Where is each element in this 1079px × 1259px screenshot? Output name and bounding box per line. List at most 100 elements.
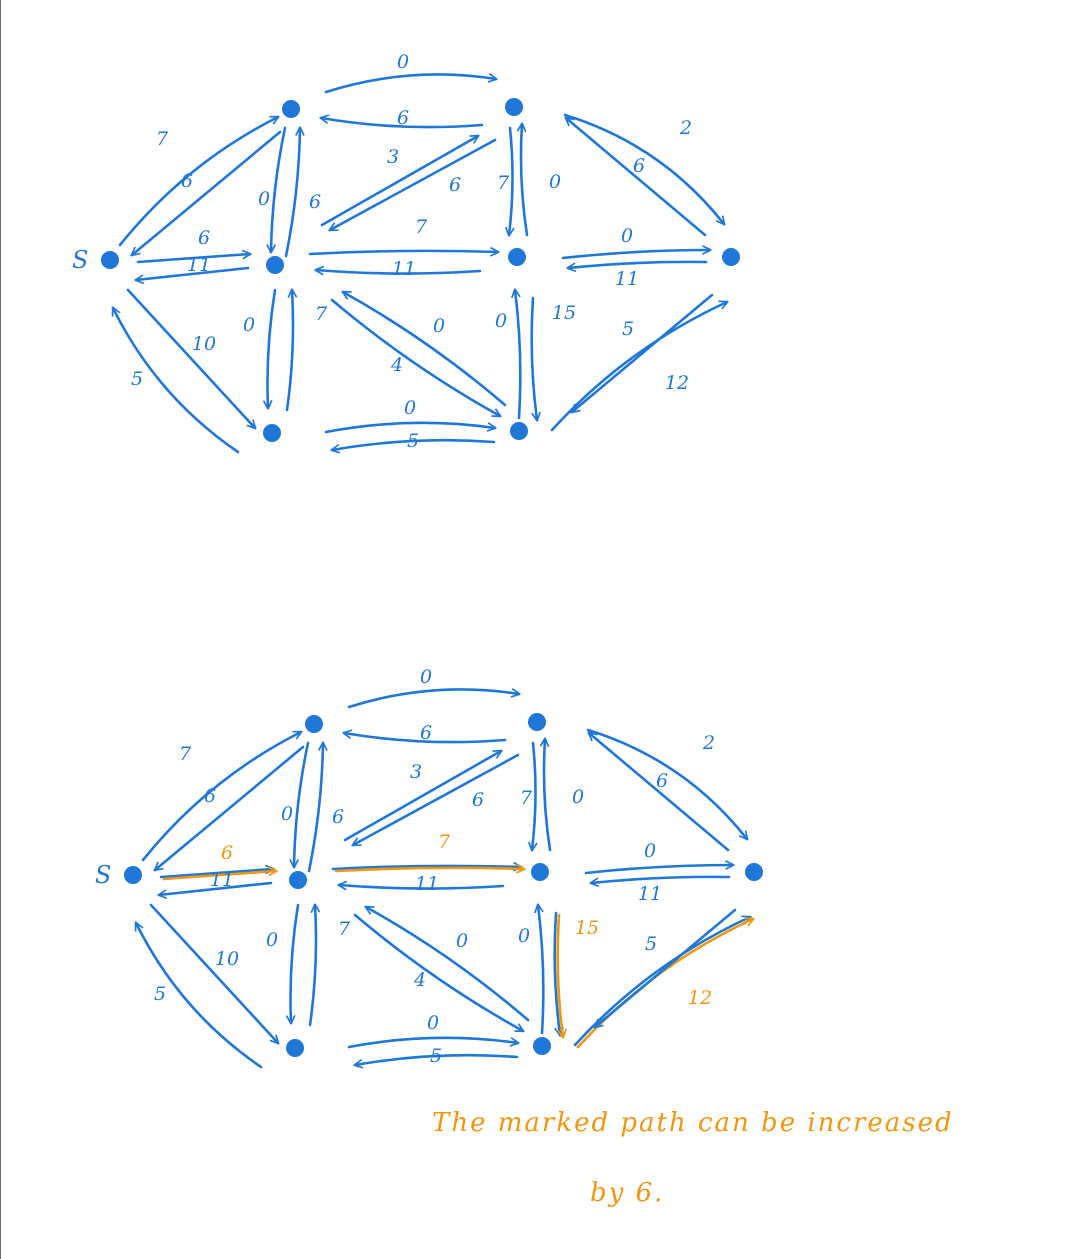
bottom-edge-c-f-fwd	[347, 1036, 518, 1049]
top-label-d-t-fwd: 2	[679, 117, 692, 139]
bottom-label-s-a-back: 6	[204, 785, 216, 807]
bottom-label-d-e-fwd: 0	[572, 786, 584, 808]
top-label-s-b-fwd: 6	[198, 227, 210, 249]
top-label-s-c-back: 5	[131, 368, 143, 390]
top-label-b-d-back: 6	[449, 174, 461, 196]
bottom-node-f	[533, 1037, 551, 1055]
top-label-e-t-fwd: 0	[621, 225, 633, 247]
bottom-node-a	[305, 715, 323, 733]
bottom-label-f-b-fwd: 0	[456, 930, 468, 952]
top-edge-e-t-back	[568, 260, 708, 268]
bottom-label-e-f-fwd: 15	[575, 917, 599, 939]
bottom-label-f-t-back: 5	[645, 933, 657, 955]
top-edge-d-t-back	[566, 118, 707, 237]
top-label-a-b-fwd: 0	[258, 188, 270, 210]
bottom-label-b-e-fwd: 7	[438, 831, 451, 853]
top-label-a-d-back: 6	[397, 107, 409, 129]
bottom-node-t	[745, 863, 763, 881]
bottom-edge-f-b-fwd	[366, 907, 530, 1022]
top-node-f	[510, 422, 528, 440]
top-label-b-c-back: 7	[315, 303, 328, 325]
top-label-f-b-back: 4	[390, 354, 403, 376]
bottom-label-b-c-back: 7	[338, 918, 351, 940]
top-edge-s-b-back	[136, 266, 250, 280]
bottom-label-a-d-fwd: 0	[420, 666, 432, 688]
bottom-marked-edge-f-t-fwd	[576, 919, 753, 1049]
top-edge-s-c-back	[111, 308, 240, 454]
page-left-border	[0, 0, 1, 1259]
bottom-edge-d-e-back	[544, 739, 552, 852]
top-label-d-t-back: 6	[633, 155, 645, 177]
bottom-label-s-c-back: 5	[154, 983, 166, 1005]
bottom-edge-a-b-back	[307, 743, 323, 873]
top-edge-a-d-back	[321, 118, 484, 129]
top-label-f-t-fwd: 12	[665, 372, 689, 394]
top-edge-f-b-fwd	[343, 292, 507, 407]
bottom-label-c-f-back: 5	[430, 1045, 442, 1067]
bottom-marked-edge-b-e-fwd	[334, 868, 524, 871]
top-node-s	[101, 251, 119, 269]
bottom-edge-e-t-fwd	[584, 865, 733, 875]
top-edge-c-f-fwd	[324, 421, 495, 434]
bottom-edge-s-a-fwd	[141, 730, 301, 862]
top-label-b-e-fwd: 7	[415, 216, 428, 238]
bottom-edge-b-d-fwd	[343, 751, 501, 842]
bottom-label-e-t-back: 11	[638, 883, 662, 905]
bottom-label-s-c-fwd: 10	[215, 948, 239, 970]
top-label-c-f-back: 5	[407, 430, 419, 452]
top-label-d-e-back: 7	[497, 172, 510, 194]
bottom-edge-f-b-back	[353, 913, 523, 1031]
top-edge-d-t-fwd	[563, 113, 724, 224]
top-node-e	[508, 248, 526, 266]
top-edge-c-f-back	[332, 438, 496, 450]
bottom-label-b-d-fwd: 3	[410, 761, 422, 783]
top-label-b-c-fwd: 0	[243, 314, 255, 336]
bottom-edge-b-c-back	[308, 905, 316, 1027]
bottom-node-d	[528, 713, 546, 731]
bottom-marked-edge-s-b-fwd	[162, 871, 276, 881]
bottom-label-s-b-back: 11	[210, 869, 234, 891]
bottom-edge-s-c-fwd	[149, 903, 278, 1043]
bottom-label-s-b-fwd: 6	[221, 842, 233, 864]
top-node-a	[282, 100, 300, 118]
top-label-e-f-fwd: 15	[552, 302, 576, 324]
top-edge-s-a-fwd	[118, 115, 278, 247]
bottom-edge-d-t-fwd	[586, 728, 747, 839]
top-label-f-b-fwd: 0	[433, 315, 445, 337]
bottom-edge-s-a-back	[155, 745, 305, 870]
top-edge-f-b-back	[330, 298, 500, 416]
top-label-a-b-back: 6	[309, 191, 321, 213]
bottom-edge-f-t-fwd	[573, 917, 750, 1047]
top-edge-f-t-fwd	[550, 302, 727, 432]
top-label-e-t-back: 11	[615, 268, 639, 290]
top-label-a-d-fwd: 0	[397, 51, 409, 73]
top-edge-d-e-back	[521, 124, 529, 237]
top-edge-b-d-fwd	[320, 136, 478, 227]
note-line-2: by 6.	[590, 1178, 665, 1208]
bottom-label-s-a-fwd: 7	[179, 743, 192, 765]
top-label-s-b-back: 11	[187, 254, 211, 276]
bottom-edge-b-e-back	[339, 885, 505, 889]
top-label-d-e-fwd: 0	[549, 171, 561, 193]
bottom-edge-b-c-fwd	[290, 903, 300, 1023]
bottom-edge-d-t-back	[589, 733, 730, 852]
bottom-label-f-b-back: 4	[413, 969, 426, 991]
top-edge-e-f-back	[515, 290, 522, 420]
top-edge-f-t-back	[572, 293, 714, 412]
top-label-b-e-back: 11	[392, 258, 416, 280]
bottom-edge-e-f-back	[538, 905, 545, 1035]
bottom-label-f-t-fwd: 12	[688, 987, 712, 1009]
bottom-label-b-d-back: 6	[472, 789, 484, 811]
bottom-edge-s-c-back	[134, 923, 263, 1069]
top-edge-s-a-back	[132, 130, 282, 255]
bottom-edge-d-e-fwd	[532, 741, 536, 850]
top-label-f-t-back: 5	[622, 318, 634, 340]
top-edge-e-t-fwd	[561, 250, 710, 260]
bottom-edge-b-e-fwd	[331, 866, 521, 869]
bottom-label-a-b-fwd: 0	[281, 803, 293, 825]
top-edge-b-c-fwd	[267, 288, 277, 408]
bottom-label-d-t-back: 6	[656, 770, 668, 792]
bottom-label-b-e-back: 11	[415, 873, 439, 895]
